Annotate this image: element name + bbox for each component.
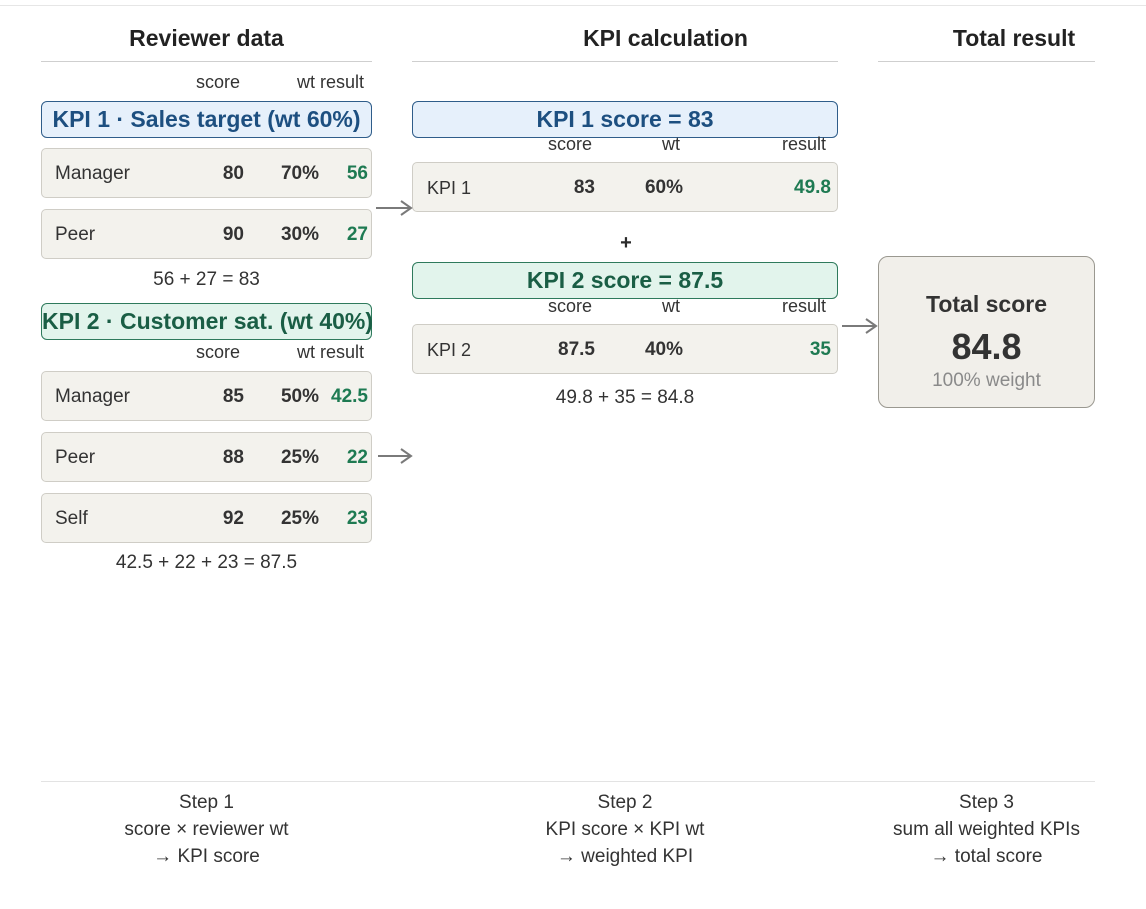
- total-result-title: Total result: [952, 25, 1076, 51]
- row-score: 92: [222, 508, 244, 529]
- calc-kpi1-wt-header: wt: [662, 134, 680, 154]
- plus-sign: +: [620, 232, 632, 254]
- kpi2-score-header: score: [196, 342, 241, 362]
- calc-row-kpi2: KPI 2 87.5 40% 35: [412, 324, 838, 374]
- step-1-title: Step 1: [179, 792, 234, 813]
- kpi1-score-banner: KPI 1 score = 83: [412, 101, 838, 138]
- row-wt: 30%: [280, 224, 319, 245]
- kpi1-score-header: score: [196, 72, 241, 92]
- total-weight-note: 100% weight: [932, 370, 1041, 391]
- row-label: Peer: [55, 447, 96, 468]
- kpi2-result-header: result: [320, 342, 365, 362]
- row-wt: 25%: [280, 508, 319, 529]
- total-score-card: Total score 84.8 100% weight: [878, 256, 1095, 408]
- row-label: KPI 1: [427, 178, 472, 198]
- reviewer-title-rule: [41, 61, 372, 62]
- row-label: Self: [55, 508, 88, 529]
- step-1-line1: score × reviewer wt: [124, 819, 289, 840]
- row-score: 80: [222, 163, 244, 184]
- kpi2-wt-header: wt: [297, 342, 315, 362]
- step-3: Step 3 sum all weighted KPIs → total sco…: [878, 789, 1095, 870]
- row-wt: 50%: [280, 386, 319, 407]
- reviewer-row-kpi1-peer: Peer 90 30% 27: [41, 209, 372, 259]
- total-title-rule: [878, 61, 1095, 62]
- step-1-line2: → KPI score: [153, 846, 260, 867]
- calc-kpi1-score-header: score: [548, 134, 593, 154]
- row-score: 85: [222, 386, 244, 407]
- reviewer-data-title: Reviewer data: [129, 25, 284, 51]
- step-3-line2: → total score: [930, 846, 1043, 867]
- row-score: 90: [222, 224, 244, 245]
- kpi1-result-header: result: [320, 72, 365, 92]
- row-result: 49.8: [794, 177, 831, 198]
- row-label: Peer: [55, 224, 96, 245]
- reviewer-row-kpi2-peer: Peer 88 25% 22: [41, 432, 372, 482]
- row-label: Manager: [55, 386, 130, 407]
- total-score-value: 84.8: [951, 326, 1022, 367]
- row-result: 23: [346, 508, 368, 529]
- row-score: 87.5: [558, 339, 595, 360]
- kpi1-reviewer-banner: KPI 1 · Sales target (wt 60%): [41, 101, 372, 138]
- step-3-line1: sum all weighted KPIs: [893, 819, 1080, 840]
- row-result: 27: [346, 224, 368, 245]
- row-result: 22: [346, 447, 368, 468]
- calc-kpi2-score-header: score: [548, 296, 593, 316]
- step-3-title: Step 3: [959, 792, 1014, 813]
- kpi1-wt-header: wt: [297, 72, 315, 92]
- calc-kpi2-wt-header: wt: [662, 296, 680, 316]
- row-label: Manager: [55, 163, 130, 184]
- reviewer-row-kpi2-self: Self 92 25% 23: [41, 493, 372, 543]
- calc-kpi2-result-header: result: [782, 296, 827, 316]
- kpi2-reviewer-banner: KPI 2 · Customer sat. (wt 40%): [41, 303, 373, 340]
- calc-row-kpi1: KPI 1 83 60% 49.8: [412, 162, 838, 212]
- step-2-line2: → weighted KPI: [556, 846, 694, 867]
- kpi-title-rule: [412, 61, 838, 62]
- kpi-calculation-title: KPI calculation: [583, 25, 748, 51]
- row-wt: 60%: [644, 177, 683, 198]
- reviewer-row-kpi1-manager: Manager 80 70% 56: [41, 148, 372, 198]
- footer-divider: [41, 781, 1095, 782]
- row-wt: 70%: [280, 163, 319, 184]
- row-score: 88: [222, 447, 244, 468]
- kpi2-score-banner: KPI 2 score = 87.5: [412, 262, 838, 299]
- row-result: 35: [809, 339, 831, 360]
- arrow-kpi2-to-calc: [378, 448, 413, 464]
- arrow-calc-to-total: [842, 318, 878, 334]
- calc-kpi1-result-header: result: [782, 134, 827, 154]
- row-wt: 25%: [280, 447, 319, 468]
- row-result: 56: [346, 163, 368, 184]
- step-2-line1: KPI score × KPI wt: [545, 819, 705, 840]
- arrow-kpi1-to-calc: [376, 200, 413, 216]
- row-result: 42.5: [331, 386, 368, 407]
- step-2-title: Step 2: [597, 792, 653, 813]
- row-score: 83: [573, 177, 595, 198]
- step-2: Step 2 KPI score × KPI wt → weighted KPI: [412, 789, 838, 870]
- top-divider: [0, 5, 1146, 6]
- step-1: Step 1 score × reviewer wt → KPI score: [41, 789, 372, 870]
- kpi1-reviewer-sum: 56 + 27 = 83: [153, 269, 260, 290]
- kpi-calc-sum: 49.8 + 35 = 84.8: [555, 387, 695, 408]
- row-label: KPI 2: [427, 340, 472, 360]
- row-wt: 40%: [644, 339, 683, 360]
- reviewer-row-kpi2-manager: Manager 85 50% 42.5: [41, 371, 372, 421]
- total-score-label: Total score: [926, 291, 1047, 317]
- kpi2-reviewer-sum: 42.5 + 22 + 23 = 87.5: [115, 552, 298, 573]
